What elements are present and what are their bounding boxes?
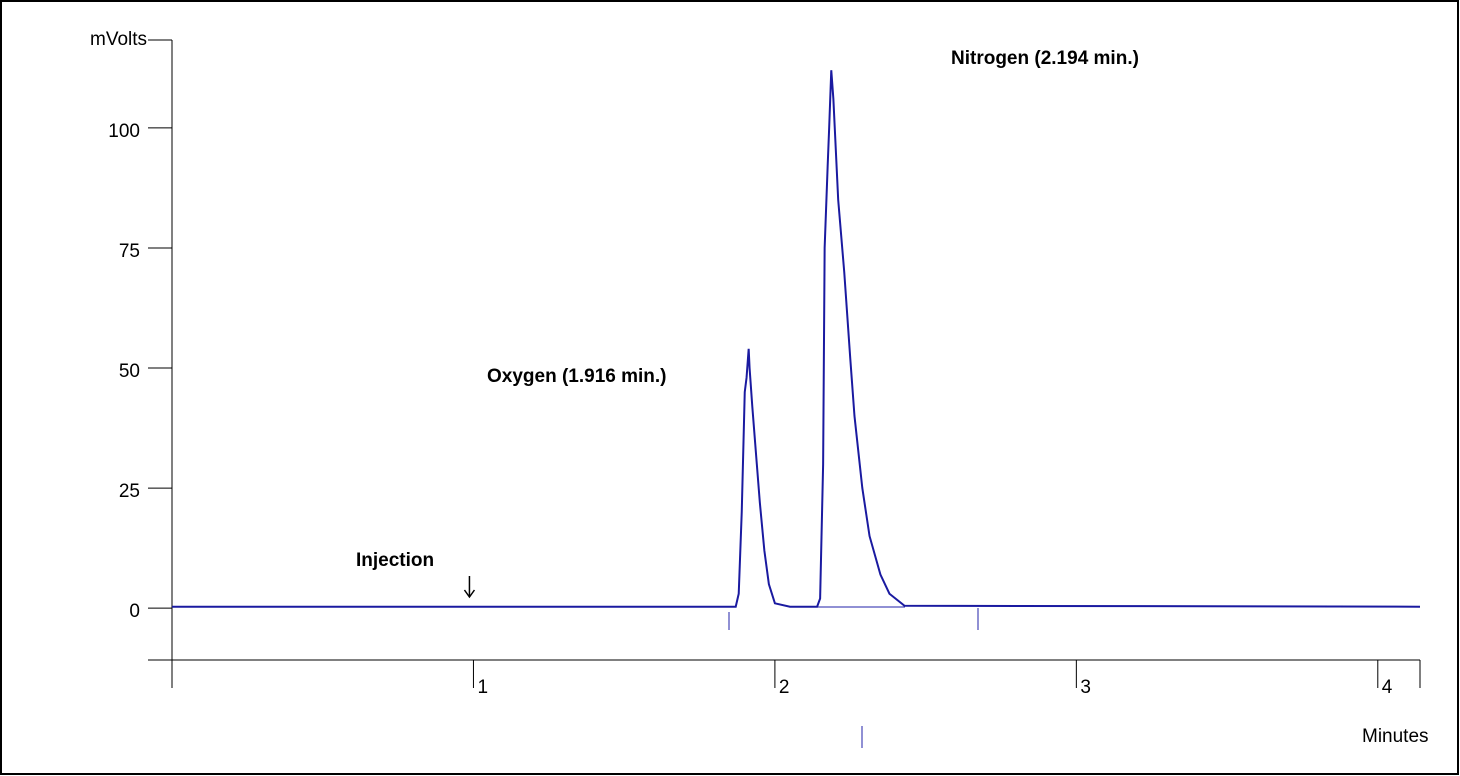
annotation: Oxygen (1.916 min.) [487, 366, 667, 387]
signal-line [172, 70, 1421, 608]
x-tick-label: 4 [1382, 677, 1393, 698]
x-tick-label: 3 [1080, 677, 1091, 698]
x-tick-label: 2 [779, 677, 790, 698]
arrow-head [463, 589, 476, 599]
y-tick-label: 75 [119, 241, 140, 262]
y-tick-label: 100 [108, 121, 140, 142]
y-tick-label: 25 [119, 481, 140, 502]
x-tick-label: 1 [477, 677, 488, 698]
x-axis-label: Minutes [1362, 726, 1429, 747]
y-tick-label: 50 [119, 361, 140, 382]
y-axis-label: mVolts [90, 29, 147, 50]
annotation: Nitrogen (2.194 min.) [951, 48, 1139, 69]
y-tick-label: 0 [129, 601, 140, 622]
annotation: Injection [356, 550, 435, 571]
